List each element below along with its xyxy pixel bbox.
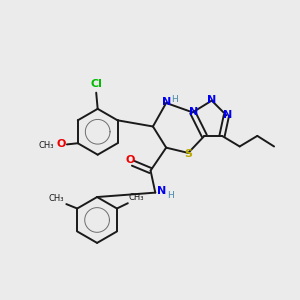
Text: N: N — [223, 110, 232, 120]
Text: CH₃: CH₃ — [39, 140, 54, 149]
Text: H: H — [167, 191, 174, 200]
Text: N: N — [162, 98, 171, 107]
Text: O: O — [56, 139, 66, 149]
Text: N: N — [157, 187, 167, 196]
Text: O: O — [125, 155, 135, 165]
Text: H: H — [172, 95, 178, 104]
Text: S: S — [184, 149, 192, 159]
Text: N: N — [189, 107, 198, 117]
Text: CH₃: CH₃ — [49, 194, 64, 203]
Text: N: N — [207, 95, 216, 105]
Text: Cl: Cl — [91, 80, 103, 89]
Text: CH₃: CH₃ — [129, 194, 144, 202]
